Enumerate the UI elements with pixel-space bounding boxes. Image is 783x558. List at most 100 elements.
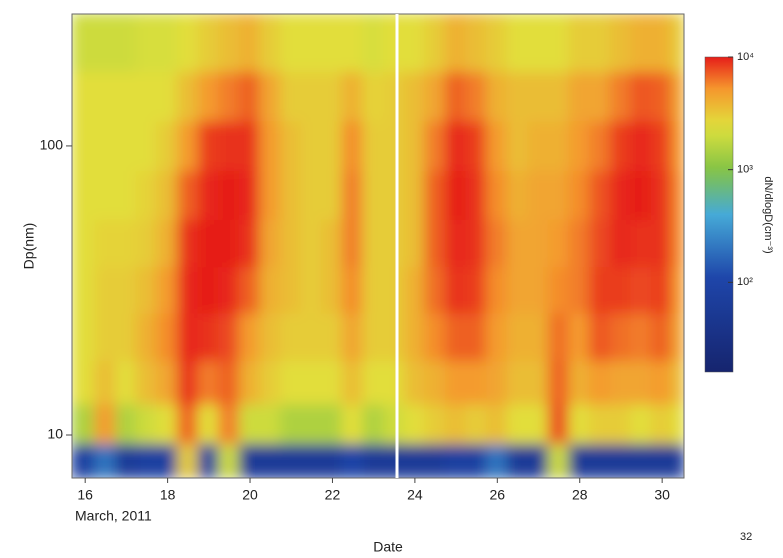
heat-cell (238, 311, 262, 362)
heat-cell (547, 69, 571, 122)
heat-cell (589, 442, 612, 478)
heat-cell (403, 119, 427, 172)
heat-cell (568, 265, 592, 314)
heat-cell (650, 442, 674, 478)
heat-cell (279, 14, 303, 72)
heat-cell (568, 14, 592, 72)
heat-cell (72, 442, 97, 478)
heat-cell (671, 359, 684, 405)
heat-cell (135, 169, 159, 220)
heat-cell (630, 69, 653, 122)
heat-cell (424, 311, 447, 362)
heat-cell (609, 359, 633, 405)
heat-cell (94, 169, 118, 220)
heat-cell (156, 119, 179, 172)
heat-cell (630, 311, 653, 362)
heat-cell (300, 265, 324, 314)
heat-cell (300, 119, 324, 172)
heat-cell (300, 359, 324, 405)
heat-cell (218, 217, 241, 268)
heat-cell (650, 265, 674, 314)
heat-cell (341, 359, 365, 405)
heat-cell (465, 311, 489, 362)
heat-cell (382, 311, 406, 362)
heat-cell (589, 311, 612, 362)
heat-cell (72, 359, 97, 405)
heat-cell (465, 402, 489, 445)
heat-cell (506, 311, 530, 362)
heat-cell (218, 359, 241, 405)
heat-cell (300, 402, 324, 445)
heat-cell (72, 119, 97, 172)
heat-cell (156, 217, 179, 268)
colorbar (704, 56, 734, 373)
heat-cell (527, 359, 550, 405)
heat-cell (197, 311, 221, 362)
heat-cell (94, 69, 118, 122)
heat-cell (72, 217, 97, 268)
heat-cell (218, 311, 241, 362)
heat-cell (382, 119, 406, 172)
heat-cell (135, 265, 159, 314)
heat-cell (218, 14, 241, 72)
heatmap (72, 14, 684, 478)
heat-cell (197, 359, 221, 405)
heat-cell (589, 69, 612, 122)
heat-cell (300, 69, 324, 122)
heat-cell (382, 14, 406, 72)
heat-cell (115, 169, 138, 220)
heat-cell (279, 442, 303, 478)
heat-cell (321, 265, 344, 314)
heat-cell (382, 442, 406, 478)
heat-cell (609, 402, 633, 445)
heat-cell (279, 265, 303, 314)
heat-cell (279, 169, 303, 220)
heat-cell (362, 359, 385, 405)
heat-cell (341, 442, 365, 478)
heat-cell (362, 169, 385, 220)
heat-cell (506, 402, 530, 445)
heat-cell (176, 169, 200, 220)
heat-cell (671, 119, 684, 172)
heat-cell (403, 442, 427, 478)
heat-cell (589, 265, 612, 314)
heat-cell (527, 442, 550, 478)
heat-cell (72, 402, 97, 445)
heat-cell (671, 402, 684, 445)
heat-cell (362, 217, 385, 268)
heat-cell (650, 359, 674, 405)
heat-cell (671, 265, 684, 314)
heat-cell (403, 14, 427, 72)
heat-cell (486, 69, 509, 122)
heat-cell (650, 119, 674, 172)
heat-cell (156, 169, 179, 220)
heat-cell (486, 169, 509, 220)
heat-cell (506, 442, 530, 478)
heat-cell (259, 119, 282, 172)
heat-cell (506, 359, 530, 405)
heat-cell (547, 311, 571, 362)
heat-cell (94, 402, 118, 445)
heat-cell (382, 359, 406, 405)
heat-cell (341, 311, 365, 362)
heat-cell (382, 217, 406, 268)
heat-cell (444, 69, 468, 122)
heat-cell (630, 442, 653, 478)
heat-cell (259, 217, 282, 268)
heat-cell (300, 311, 324, 362)
heat-cell (115, 14, 138, 72)
heat-cell (527, 14, 550, 72)
heat-cell (609, 69, 633, 122)
heat-cell (94, 311, 118, 362)
heat-cell (300, 217, 324, 268)
heat-cell (259, 69, 282, 122)
heat-cell (465, 69, 489, 122)
heat-cell (630, 14, 653, 72)
heat-cell (176, 69, 200, 122)
plot-frame (71, 13, 685, 479)
heat-cell (72, 311, 97, 362)
heat-cell (568, 119, 592, 172)
heat-cell (527, 265, 550, 314)
heat-cell (444, 265, 468, 314)
heat-cell (589, 217, 612, 268)
